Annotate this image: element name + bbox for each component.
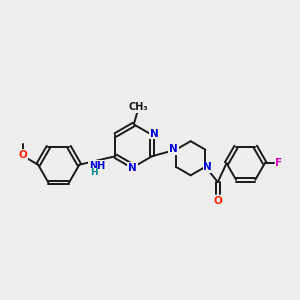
Text: CH₃: CH₃: [128, 102, 148, 112]
Text: N: N: [169, 144, 178, 154]
Text: O: O: [213, 196, 222, 206]
Text: N: N: [150, 128, 159, 139]
Text: F: F: [275, 158, 283, 168]
Text: H: H: [90, 168, 98, 177]
Text: N: N: [128, 163, 137, 173]
Text: N: N: [203, 162, 212, 172]
Text: NH: NH: [89, 161, 105, 171]
Text: O: O: [18, 150, 27, 160]
